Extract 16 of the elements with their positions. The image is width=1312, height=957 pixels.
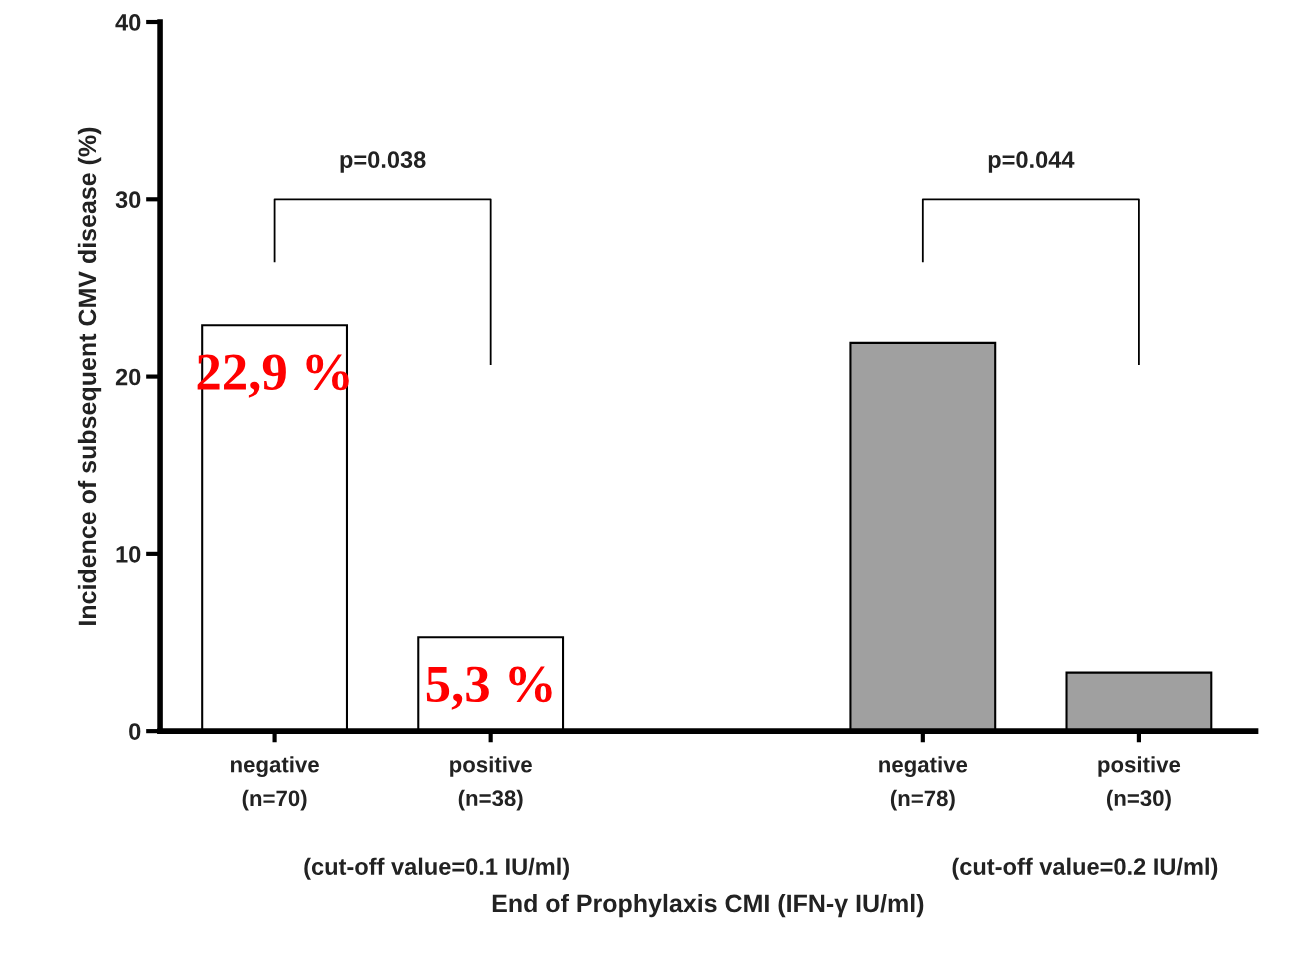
x-tick-label: positive (n=38) <box>450 756 532 811</box>
annotation: p=0.044 <box>988 151 1075 173</box>
y-tick-label: 10 <box>116 545 141 563</box>
x-tick-label: negative (n=78) <box>879 756 968 811</box>
y-tick-label: 0 <box>129 723 141 740</box>
text: (cut-off value=0.1 IU/ml) <box>304 857 569 880</box>
x-axis-title: End of Prophylaxis CMI (IFN-γ IU/ml) <box>492 893 924 918</box>
y-tick-label: 20 <box>115 368 141 386</box>
x-tick-label: positive (n=30) <box>1098 756 1181 811</box>
y-tick-label: 40 <box>115 14 141 31</box>
y-tick-label: 30 <box>115 191 141 209</box>
y-axis-title: Incidence of subsequent CMV disease (%) <box>77 127 102 625</box>
x-tick-label: negative (n=70) <box>230 756 319 811</box>
annotation: p=0.038 <box>340 151 426 173</box>
data-label: 5,3 % <box>426 666 552 710</box>
text: (cut-off value=0.2 IU/ml) <box>952 857 1218 880</box>
